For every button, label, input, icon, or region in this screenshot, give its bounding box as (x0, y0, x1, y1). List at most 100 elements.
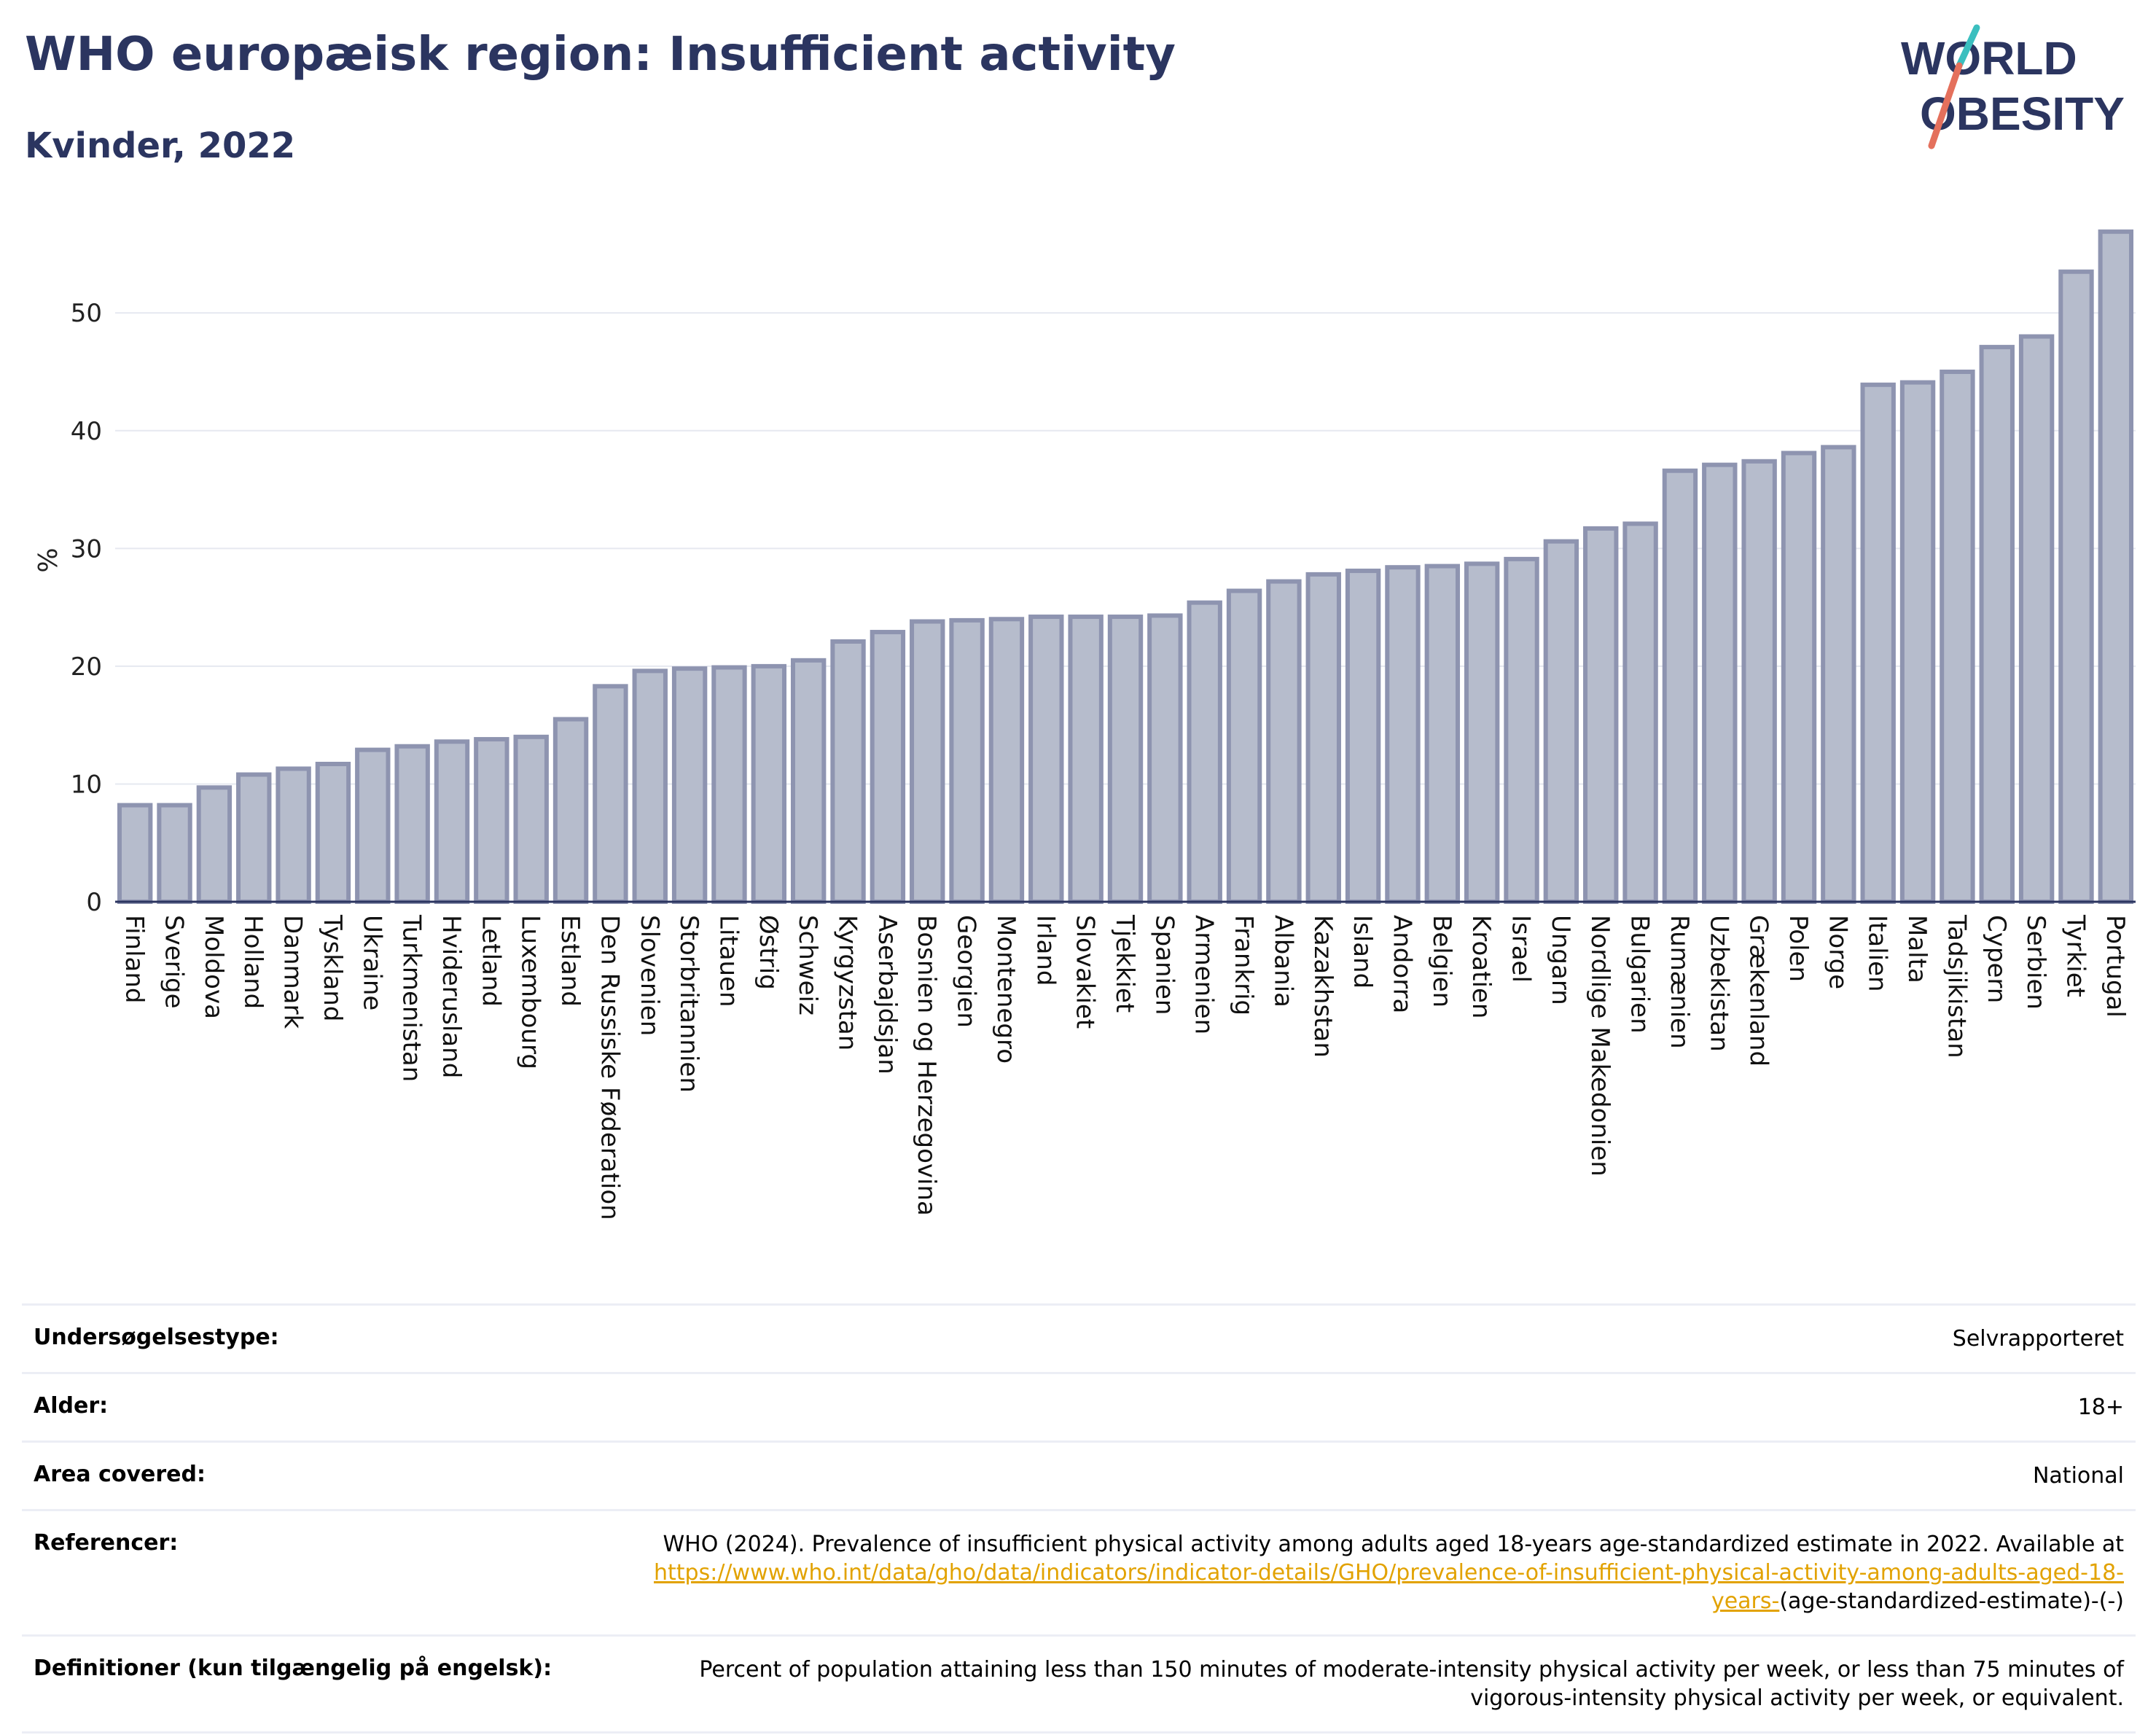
meta-value: Percent of population attaining less tha… (699, 1657, 2124, 1711)
x-tick-label: Litauen (714, 915, 743, 1007)
meta-row-references: Referencer: WHO (2024). Prevalence of in… (22, 1509, 2136, 1634)
x-tick-label: Georgien (952, 915, 981, 1028)
meta-value: National (2032, 1463, 2124, 1489)
bar (2058, 269, 2094, 904)
logo-line2: OBESITY (1920, 87, 2125, 140)
bar (1385, 565, 1421, 904)
bar (276, 766, 311, 904)
x-tick-label: Rumænien (1665, 915, 1694, 1049)
meta-label: Referencer: (34, 1530, 179, 1556)
x-tick-label: Portugal (2101, 915, 2130, 1018)
bar (1464, 561, 1500, 904)
world-obesity-logo: WORLD OBESITY (1901, 24, 2125, 149)
bar (1899, 380, 1936, 904)
bar (949, 617, 985, 904)
x-tick-label: Norge (1823, 915, 1852, 989)
x-tick-label: Aserbajdsjan (872, 915, 902, 1075)
meta-label: Area covered: (34, 1462, 206, 1487)
x-tick-label: Finland (120, 915, 149, 1004)
x-tick-label: Kroatien (1466, 915, 1496, 1018)
bar-chart: 0 10 20 30 40 50% Finland Sverige Moldova Holland… (34, 229, 2136, 1220)
x-tick-label: Serbien (2021, 915, 2050, 1010)
reference-link[interactable]: https://www.who.int/data/gho/data/indica… (654, 1560, 2124, 1614)
meta-row-survey-type: Undersøgelsestype: Selvrapporteret (22, 1303, 2136, 1372)
bar (632, 668, 668, 905)
x-tick-label: Belgien (1427, 915, 1456, 1007)
bar (236, 772, 272, 905)
bar (434, 739, 470, 905)
bar (1266, 579, 1302, 904)
bar (196, 785, 233, 904)
x-tick-label: Storbritannien (674, 915, 703, 1093)
bar (1741, 459, 1777, 904)
bar (1622, 521, 1658, 904)
x-tick-label: Moldova (199, 915, 228, 1019)
bar (910, 619, 945, 904)
meta-label: Definitioner (kun tilgængelig på engelsk… (34, 1656, 552, 1681)
bar (157, 803, 192, 904)
x-tick-label: Spanien (1149, 915, 1179, 1015)
bar (1860, 382, 1896, 904)
y-tick-label: 50 (71, 299, 102, 328)
x-tick-label: Danmark (278, 915, 308, 1029)
x-tick-label: Ungarn (1546, 915, 1575, 1005)
x-tick-label: Israel (1507, 915, 1536, 983)
meta-row-area: Area covered: National (22, 1440, 2136, 1509)
bar (1504, 556, 1539, 904)
logo-line1: WORLD (1901, 32, 2077, 85)
bar (1345, 569, 1381, 905)
x-tick-label: Kazakhstan (1308, 915, 1337, 1058)
bar (1068, 615, 1104, 904)
reference-suffix: (age-standardized-estimate)-(-) (1779, 1588, 2124, 1614)
x-tick-label: Luxembourg (516, 915, 545, 1069)
chart-subtitle: Kvinder, 2022 (25, 125, 296, 166)
bar (751, 663, 787, 904)
bar (988, 617, 1025, 905)
x-tick-label: Hviderusland (437, 915, 466, 1078)
x-tick-label: Kyrgyzstan (833, 915, 862, 1050)
bar (671, 666, 708, 904)
x-tick-label: Sverige (160, 915, 189, 1009)
bar (1583, 526, 1619, 904)
bar (830, 639, 866, 904)
reference-text: WHO (2024). Prevalence of insufficient p… (663, 1532, 2124, 1557)
bar (2098, 229, 2134, 904)
bar (711, 665, 747, 905)
meta-row-definitions: Definitioner (kun tilgængelig på engelsk… (22, 1634, 2136, 1734)
bar (1147, 613, 1183, 904)
bar (117, 803, 153, 904)
x-tick-label: Cypern (1982, 915, 2011, 1003)
x-tick-label: Letland (476, 915, 505, 1007)
bar (1305, 572, 1341, 905)
bar (2018, 334, 2055, 905)
meta-value: WHO (2024). Prevalence of insufficient p… (602, 1530, 2124, 1615)
metadata-table: Undersøgelsestype: Selvrapporteret Alder… (22, 1303, 2136, 1734)
bar (1821, 445, 1856, 904)
y-axis-label: % (34, 547, 63, 572)
bar (1028, 615, 1064, 904)
bar (355, 747, 391, 904)
x-tick-label: Italien (1863, 915, 1892, 992)
x-tick-label: Irland (1031, 915, 1060, 986)
x-tick-label: Ukraine (357, 915, 386, 1010)
x-tick-label: Tyrkiet (2061, 914, 2090, 997)
meta-value: 18+ (2077, 1395, 2124, 1420)
x-tick-label: Frankrig (1229, 915, 1258, 1015)
y-tick-label: 20 (71, 652, 102, 682)
x-tick-label: Island (1348, 915, 1377, 989)
x-tick-label: Slovakiet (1071, 915, 1100, 1029)
meta-row-age: Alder: 18+ (22, 1372, 2136, 1440)
bar (1940, 370, 1975, 905)
x-tick-label: Schweiz (793, 915, 822, 1015)
y-tick-label: 0 (86, 888, 102, 917)
y-tick-label: 30 (71, 534, 102, 564)
x-tick-label: Andorra (1387, 915, 1416, 1013)
x-tick-label: Polen (1784, 915, 1813, 982)
x-tick-label: Turkmenistan (397, 914, 426, 1082)
bar (1107, 615, 1144, 904)
x-tick-label: Malta (1902, 915, 1932, 983)
x-tick-label: Tadsjikistan (1942, 914, 1971, 1058)
meta-label: Alder: (34, 1393, 109, 1419)
bar (474, 737, 509, 904)
bar (870, 630, 906, 905)
